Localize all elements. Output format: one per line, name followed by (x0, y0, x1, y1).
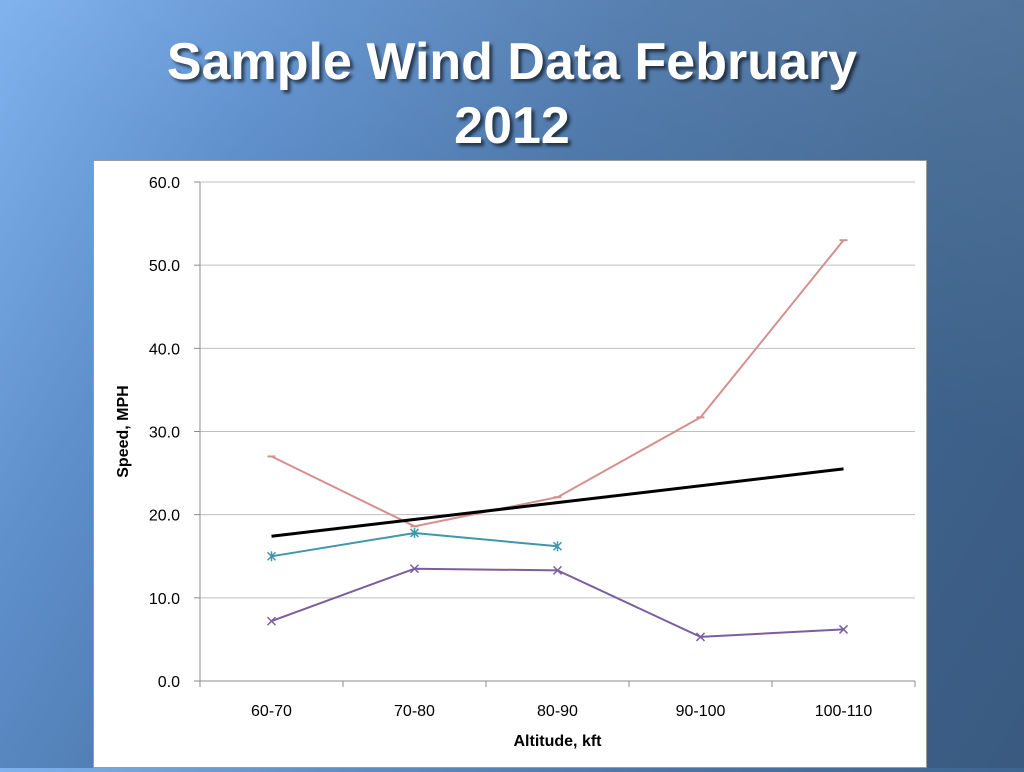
x-tick-label: 60-70 (251, 703, 292, 720)
series-3-point (266, 616, 277, 626)
y-tick-label: 20.0 (149, 508, 180, 525)
y-tick-label: 60.0 (149, 175, 180, 192)
slide-title-line-2: 2012 (454, 97, 570, 155)
series-3-point (409, 564, 420, 574)
x-tick-label: 90-100 (676, 703, 726, 720)
x-tick-label: 100-110 (815, 703, 873, 720)
series-2-point (409, 527, 420, 538)
chart-panel: 0.0 10.0 20.0 30.0 40.0 50.0 60.0 60-70 70-80 80-… (93, 160, 927, 768)
series-3-point (838, 624, 849, 634)
y-tick-label: 40.0 (149, 341, 180, 358)
slide-title: Sample Wind Data February 2012 (0, 30, 1024, 158)
y-axis-title: Speed, MPH (115, 385, 132, 477)
series-1-line (271, 239, 845, 528)
series-3-point (552, 565, 563, 575)
series-2-point (266, 551, 277, 562)
y-tick-label: 50.0 (149, 258, 180, 275)
series-3-line (271, 567, 844, 638)
slide-title-line-1: Sample Wind Data February (166, 33, 858, 91)
y-tick-label: 0.0 (158, 674, 180, 691)
y-tick-label: 30.0 (149, 425, 180, 442)
x-axis-title: Altitude, kft (514, 733, 603, 750)
line-chart: 0.0 10.0 20.0 30.0 40.0 50.0 60.0 60-70 70-80 80-… (115, 175, 916, 750)
x-tick-label: 80-90 (537, 703, 578, 720)
y-tick-label: 10.0 (149, 591, 180, 608)
series-2-point (552, 541, 563, 552)
trendline (271, 467, 844, 538)
series-3-point (695, 632, 706, 642)
x-tick-label: 70-80 (394, 703, 435, 720)
